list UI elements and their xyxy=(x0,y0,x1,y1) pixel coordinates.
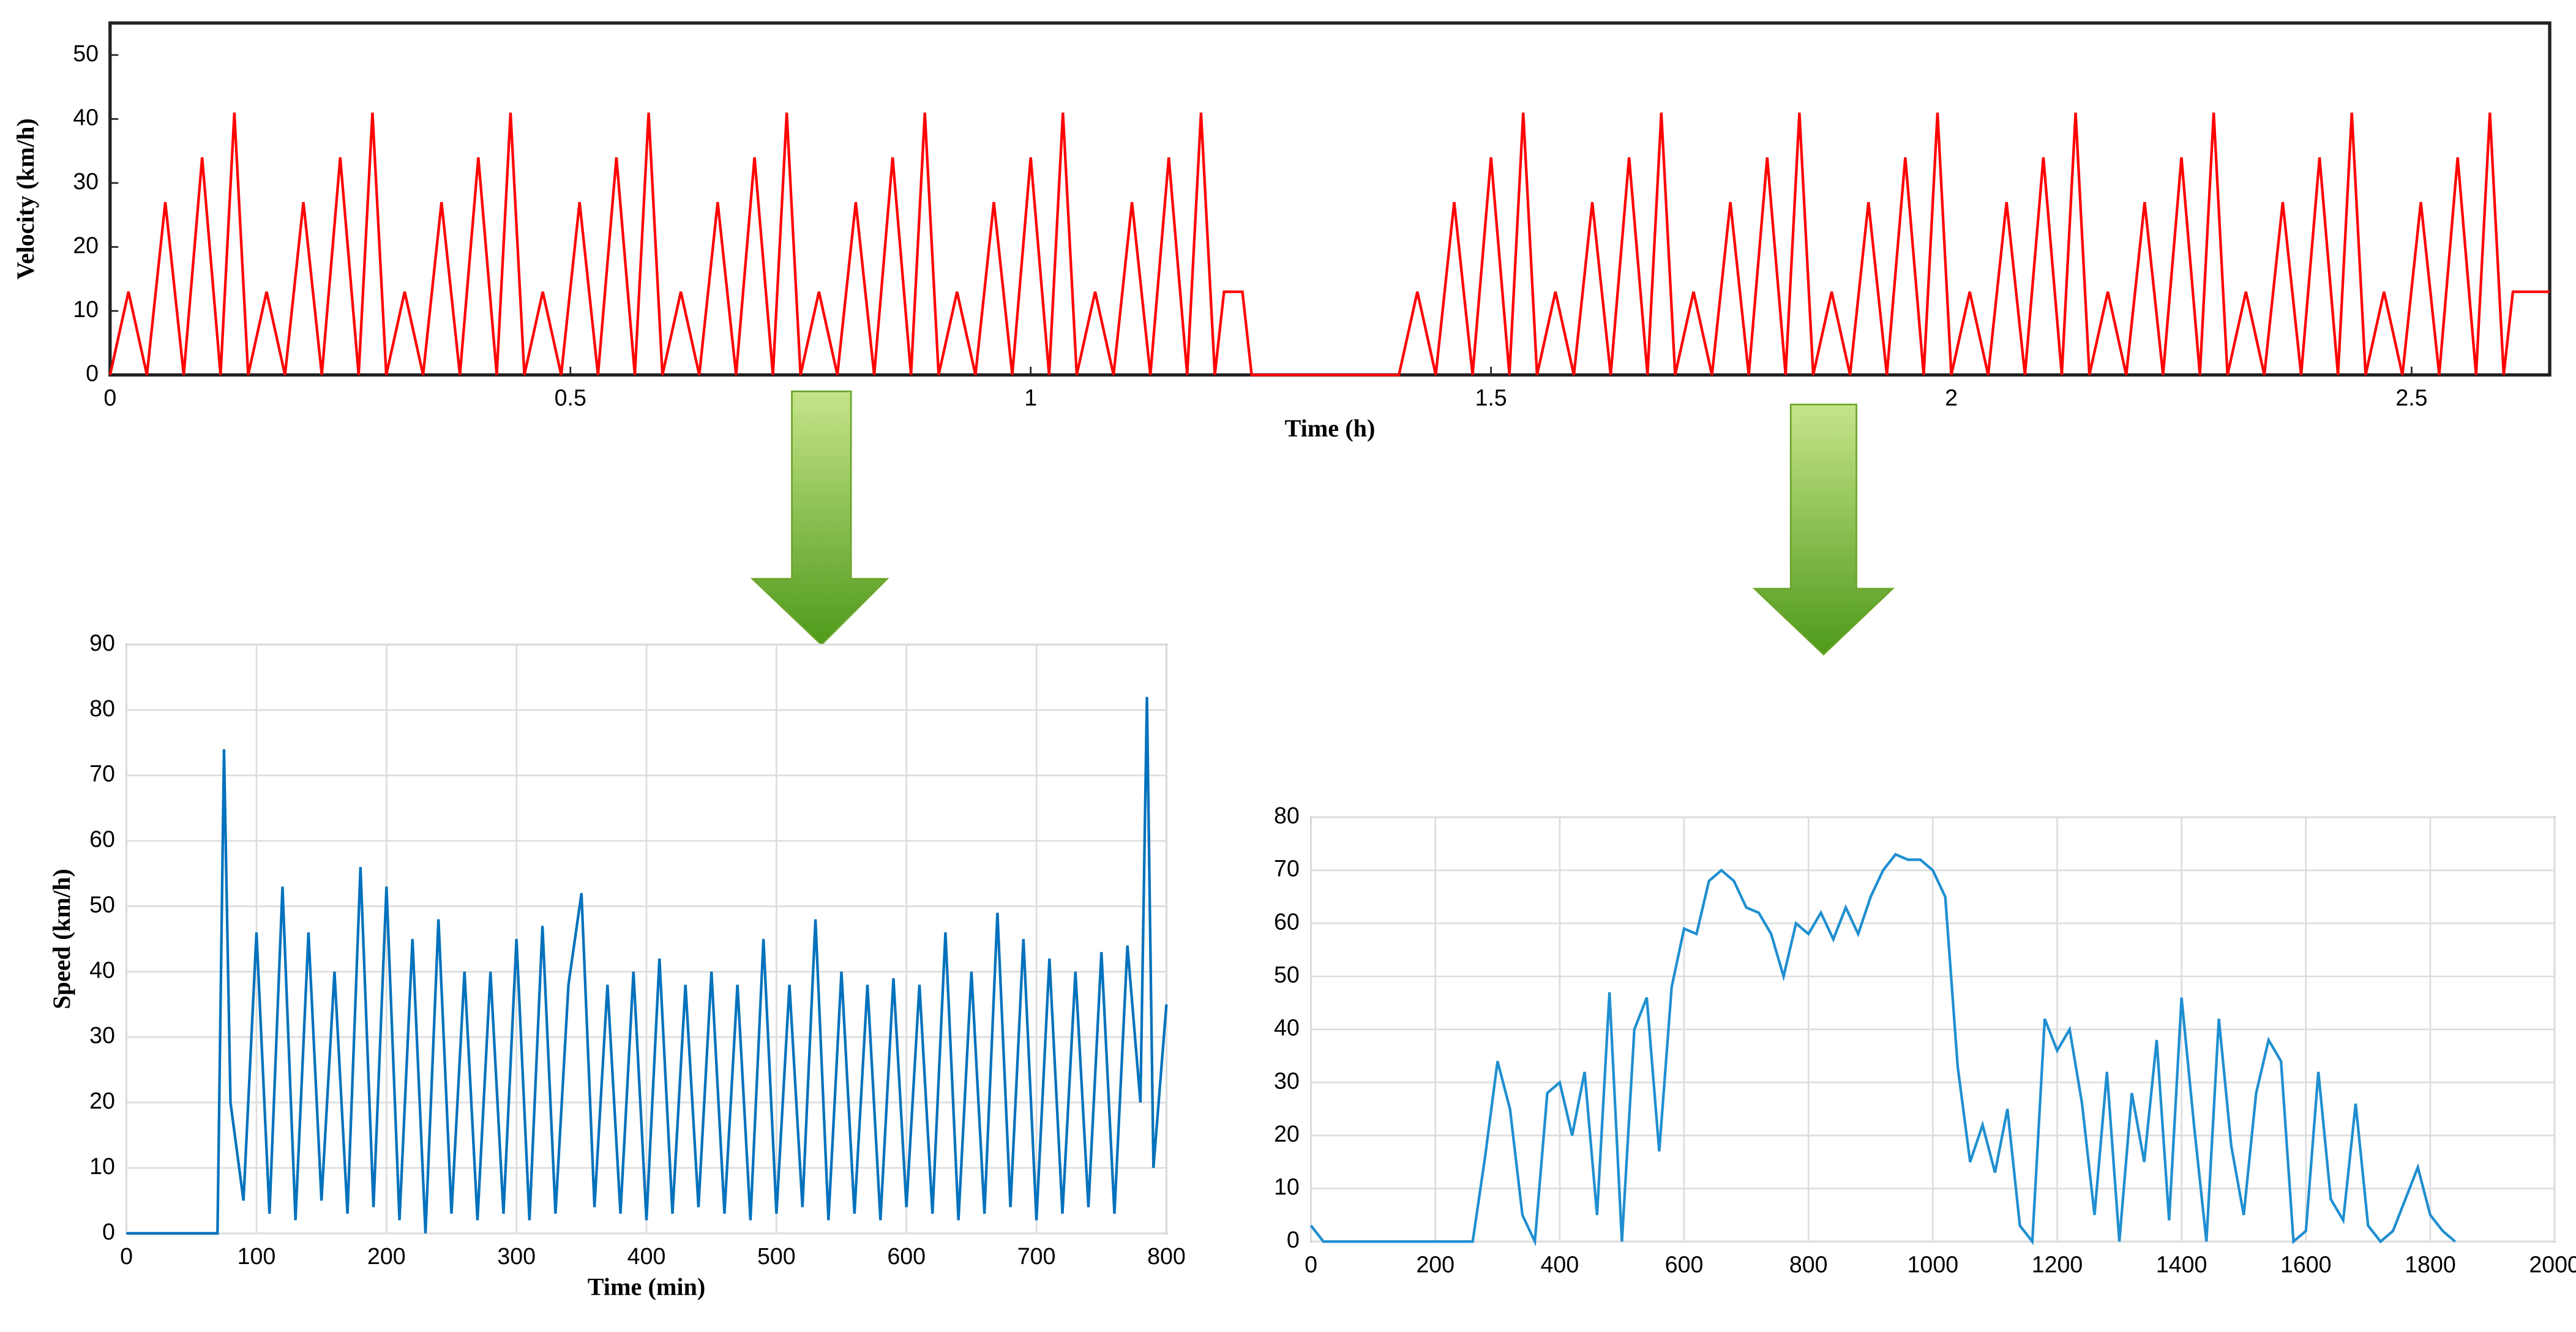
y-tick-label: 40 xyxy=(89,957,115,982)
y-tick-label: 60 xyxy=(1274,908,1300,934)
x-tick-label: 2000 xyxy=(2529,1251,2576,1277)
x-tick-label: 700 xyxy=(1017,1243,1056,1269)
y-tick-label: 40 xyxy=(73,104,99,130)
x-axis-label: Time (h) xyxy=(1284,414,1375,442)
x-axis-label: Time (min) xyxy=(588,1273,706,1300)
y-tick-label: 20 xyxy=(89,1088,115,1113)
y-tick-label: 10 xyxy=(89,1153,115,1179)
x-tick-label: 400 xyxy=(627,1243,666,1269)
x-tick-label: 2.5 xyxy=(2395,385,2427,411)
y-tick-label: 0 xyxy=(86,360,99,386)
x-tick-label: 1600 xyxy=(2280,1251,2332,1277)
y-tick-label: 80 xyxy=(1274,803,1300,828)
y-tick-label: 90 xyxy=(89,630,115,656)
y-tick-label: 80 xyxy=(89,695,115,721)
y-tick-label: 10 xyxy=(1274,1174,1300,1200)
y-axis-label: Velocity (km/h) xyxy=(12,118,39,280)
y-tick-label: 30 xyxy=(73,168,99,194)
x-tick-label: 0 xyxy=(103,385,116,411)
x-tick-label: 600 xyxy=(1665,1251,1704,1277)
y-tick-label: 20 xyxy=(1274,1121,1300,1147)
x-tick-label: 400 xyxy=(1541,1251,1579,1277)
x-tick-label: 200 xyxy=(1416,1251,1455,1277)
x-tick-label: 100 xyxy=(238,1243,276,1269)
y-tick-label: 30 xyxy=(89,1022,115,1048)
data-line xyxy=(1309,853,2456,1247)
x-tick-label: 1200 xyxy=(2032,1251,2083,1277)
arrow xyxy=(1752,403,1895,656)
y-tick-label: 70 xyxy=(89,761,115,787)
y-tick-label: 70 xyxy=(1274,856,1300,881)
x-tick-label: 800 xyxy=(1789,1251,1828,1277)
y-tick-label: 30 xyxy=(1274,1068,1300,1093)
y-tick-label: 0 xyxy=(102,1219,115,1244)
x-tick-label: 2 xyxy=(1945,385,1958,411)
x-tick-label: 1000 xyxy=(1908,1251,1959,1277)
x-tick-label: 600 xyxy=(887,1243,926,1269)
x-tick-label: 200 xyxy=(367,1243,406,1269)
x-tick-label: 1400 xyxy=(2156,1251,2207,1277)
y-tick-label: 50 xyxy=(73,40,99,66)
x-tick-label: 0 xyxy=(1305,1251,1317,1277)
y-tick-label: 40 xyxy=(1274,1015,1300,1041)
y-tick-label: 50 xyxy=(89,891,115,917)
x-tick-label: 1800 xyxy=(2405,1251,2456,1277)
plot-area xyxy=(108,21,2552,377)
x-tick-label: 1.5 xyxy=(1475,385,1507,411)
x-tick-label: 0.5 xyxy=(555,385,586,411)
arrow xyxy=(750,391,889,646)
data-line xyxy=(126,697,1168,1235)
y-axis-label: Speed (km/h) xyxy=(48,869,75,1009)
y-tick-label: 50 xyxy=(1274,962,1300,987)
x-tick-label: 1 xyxy=(1024,385,1037,411)
data-line xyxy=(108,112,2550,376)
y-tick-label: 10 xyxy=(73,296,99,322)
y-tick-label: 20 xyxy=(73,232,99,258)
x-tick-label: 800 xyxy=(1147,1243,1186,1269)
y-tick-label: 0 xyxy=(1287,1227,1300,1252)
y-tick-label: 60 xyxy=(89,826,115,852)
x-tick-label: 300 xyxy=(497,1243,536,1269)
x-tick-label: 0 xyxy=(120,1243,133,1269)
x-tick-label: 500 xyxy=(757,1243,796,1269)
